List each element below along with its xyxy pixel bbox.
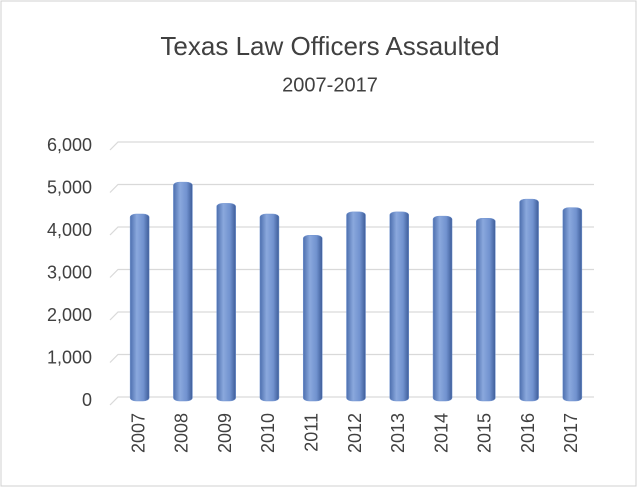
- y-tick-label: 6,000: [47, 135, 92, 155]
- bar: [346, 211, 366, 402]
- x-tick-label: 2012: [345, 413, 365, 453]
- bar: [302, 235, 323, 402]
- y-tick-label: 0: [82, 390, 92, 410]
- x-tick-label: 2017: [561, 413, 581, 453]
- x-tick-label: 2016: [518, 413, 538, 453]
- bar: [432, 215, 453, 402]
- chart-title: Texas Law Officers Assaulted: [160, 31, 499, 61]
- x-tick-label: 2008: [172, 413, 192, 453]
- chart-subtitle: 2007-2017: [282, 74, 378, 96]
- bar: [216, 203, 236, 402]
- bar: [389, 211, 410, 402]
- x-tick-label: 2011: [301, 413, 321, 452]
- x-tick-label: 2010: [258, 413, 278, 453]
- grid-line: [109, 183, 594, 193]
- y-tick-label: 1,000: [47, 347, 92, 367]
- y-tick-label: 5,000: [47, 177, 92, 197]
- bar: [476, 218, 496, 402]
- bar: [129, 213, 150, 402]
- y-tick-label: 2,000: [47, 305, 92, 325]
- y-tick-label: 4,000: [47, 220, 92, 240]
- x-tick-label: 2013: [388, 413, 408, 453]
- bar: [173, 181, 193, 402]
- x-tick-label: 2009: [215, 413, 235, 453]
- bar: [519, 198, 539, 402]
- grid-line: [109, 141, 594, 151]
- x-tick-label: 2015: [475, 413, 495, 453]
- x-tick-label: 2007: [128, 413, 148, 453]
- bar: [562, 207, 583, 402]
- x-tick-label: 2014: [431, 413, 451, 453]
- bar: [259, 213, 280, 402]
- y-tick-label: 3,000: [47, 262, 92, 282]
